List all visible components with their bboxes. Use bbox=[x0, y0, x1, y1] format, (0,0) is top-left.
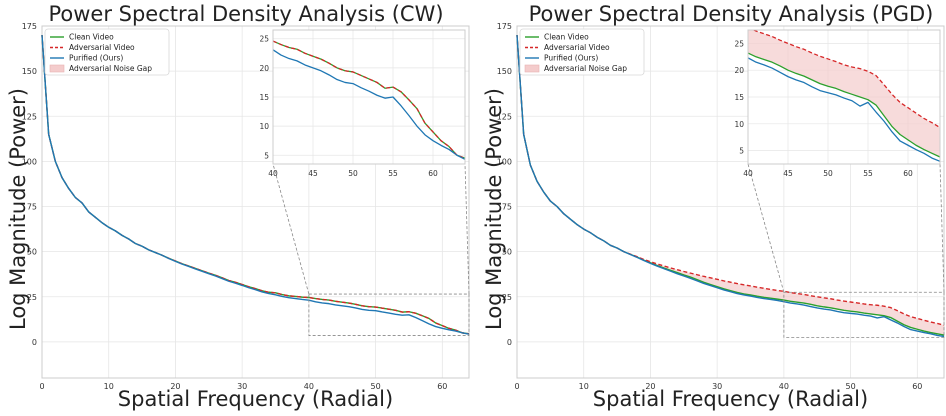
legend-label: Purified (Ours) bbox=[69, 54, 123, 63]
inset-y-tick-label: 10 bbox=[259, 122, 269, 131]
y-tick-label: 125 bbox=[497, 112, 512, 121]
x-tick-label: 50 bbox=[846, 382, 856, 391]
inset-series-line-adversarial bbox=[273, 40, 465, 159]
legend-label: Adversarial Noise Gap bbox=[69, 64, 152, 73]
x-tick-label: 0 bbox=[514, 382, 519, 391]
inset-series-line-adversarial bbox=[752, 30, 940, 129]
x-tick-label: 10 bbox=[104, 382, 114, 391]
y-tick-label: 0 bbox=[32, 338, 37, 347]
x-tick-label: 60 bbox=[437, 382, 447, 391]
inset-x-tick-label: 55 bbox=[863, 169, 873, 178]
legend-label: Adversarial Video bbox=[69, 43, 135, 52]
x-tick-label: 20 bbox=[170, 382, 180, 391]
zoom-connector bbox=[939, 163, 945, 293]
inset-plot-area bbox=[748, 30, 940, 162]
legend-label: Clean Video bbox=[69, 33, 114, 42]
y-tick-label: 150 bbox=[497, 67, 512, 76]
x-axis-label: Spatial Frequency (Radial) bbox=[118, 387, 393, 411]
x-tick-label: 40 bbox=[779, 382, 789, 391]
inset-x-tick-label: 60 bbox=[428, 169, 438, 178]
y-axis-label: Log Magnitude (Power) bbox=[6, 88, 30, 330]
inset-y-tick-label: 25 bbox=[734, 39, 744, 48]
inset-noise-gap-area bbox=[748, 30, 940, 158]
y-tick-label: 50 bbox=[502, 248, 512, 257]
y-tick-label: 0 bbox=[507, 338, 512, 347]
inset-x-tick-label: 40 bbox=[268, 169, 278, 178]
y-tick-label: 150 bbox=[22, 67, 37, 76]
y-tick-label: 25 bbox=[27, 293, 37, 302]
legend-label: Adversarial Video bbox=[544, 43, 610, 52]
x-tick-label: 50 bbox=[371, 382, 381, 391]
legend-label: Adversarial Noise Gap bbox=[544, 64, 627, 73]
inset-axes: 40 45 50 55 60 5 10 15 20 25 bbox=[259, 29, 466, 178]
inset-border bbox=[747, 29, 941, 165]
inset-y-tick-label: 15 bbox=[734, 93, 744, 102]
y-tick-label: 125 bbox=[22, 112, 37, 121]
inset-series-line-purified bbox=[748, 57, 940, 162]
plot-frame bbox=[516, 25, 945, 379]
inset-series-line-clean bbox=[748, 52, 940, 158]
chart-panel-cw: Power Spectral Density Analysis (CW) 0 10 2… bbox=[6, 2, 470, 411]
series-line-purified bbox=[41, 34, 470, 335]
x-axis-label: Spatial Frequency (Radial) bbox=[593, 387, 868, 411]
zoom-connector bbox=[747, 163, 785, 293]
y-tick-label: 175 bbox=[497, 22, 512, 31]
x-tick-label: 60 bbox=[912, 382, 922, 391]
chart-title: Power Spectral Density Analysis (CW) bbox=[48, 2, 443, 26]
inset-x-tick-label: 40 bbox=[743, 169, 753, 178]
x-tick-label: 20 bbox=[645, 382, 655, 391]
inset-y-tick-label: 5 bbox=[739, 147, 744, 156]
y-tick-label: 100 bbox=[497, 157, 512, 166]
x-tick-label: 40 bbox=[304, 382, 314, 391]
y-tick-label: 25 bbox=[502, 293, 512, 302]
inset-y-tick-label: 20 bbox=[734, 66, 744, 75]
series-line-adversarial bbox=[41, 34, 470, 335]
inset-series-line-purified bbox=[273, 49, 465, 160]
inset-border bbox=[272, 29, 466, 165]
x-tick-label: 0 bbox=[39, 382, 44, 391]
zoom-region-box bbox=[783, 291, 945, 338]
inset-x-tick-label: 45 bbox=[308, 169, 318, 178]
plot-frame bbox=[41, 25, 470, 379]
chart-panel-pgd: Power Spectral Density Analysis (PGD) 0 10… bbox=[482, 2, 945, 411]
chart-title: Power Spectral Density Analysis (PGD) bbox=[529, 2, 934, 26]
x-tick-label: 30 bbox=[237, 382, 247, 391]
legend-label: Clean Video bbox=[544, 33, 589, 42]
inset-y-tick-label: 20 bbox=[259, 64, 269, 73]
inset-x-tick-label: 45 bbox=[783, 169, 793, 178]
y-tick-label: 100 bbox=[22, 157, 37, 166]
zoom-region-box bbox=[308, 293, 470, 336]
y-tick-label: 50 bbox=[27, 248, 37, 257]
y-axis-label: Log Magnitude (Power) bbox=[482, 88, 506, 330]
series-line-purified bbox=[516, 34, 945, 338]
x-tick-label: 10 bbox=[579, 382, 589, 391]
legend-swatch-noise-gap bbox=[524, 64, 540, 73]
y-tick-label: 75 bbox=[27, 203, 37, 212]
inset-y-tick-label: 15 bbox=[259, 93, 269, 102]
inset-y-tick-label: 25 bbox=[259, 35, 269, 44]
y-tick-label: 175 bbox=[22, 22, 37, 31]
legend-swatch-noise-gap bbox=[49, 64, 65, 73]
legend-box bbox=[519, 28, 645, 76]
inset-axes: 40 45 50 55 60 5 10 15 20 25 bbox=[734, 29, 941, 178]
y-tick-label: 75 bbox=[502, 203, 512, 212]
inset-plot-area bbox=[273, 40, 465, 160]
zoom-connector bbox=[272, 163, 310, 295]
inset-y-tick-label: 5 bbox=[264, 151, 269, 160]
legend-box bbox=[44, 28, 170, 76]
inset-x-tick-label: 60 bbox=[903, 169, 913, 178]
legend-label: Purified (Ours) bbox=[544, 54, 598, 63]
inset-y-tick-label: 10 bbox=[734, 120, 744, 129]
inset-x-tick-label: 55 bbox=[388, 169, 398, 178]
inset-x-tick-label: 50 bbox=[823, 169, 833, 178]
x-tick-label: 30 bbox=[712, 382, 722, 391]
zoom-connector bbox=[464, 163, 470, 295]
inset-x-tick-label: 50 bbox=[348, 169, 358, 178]
